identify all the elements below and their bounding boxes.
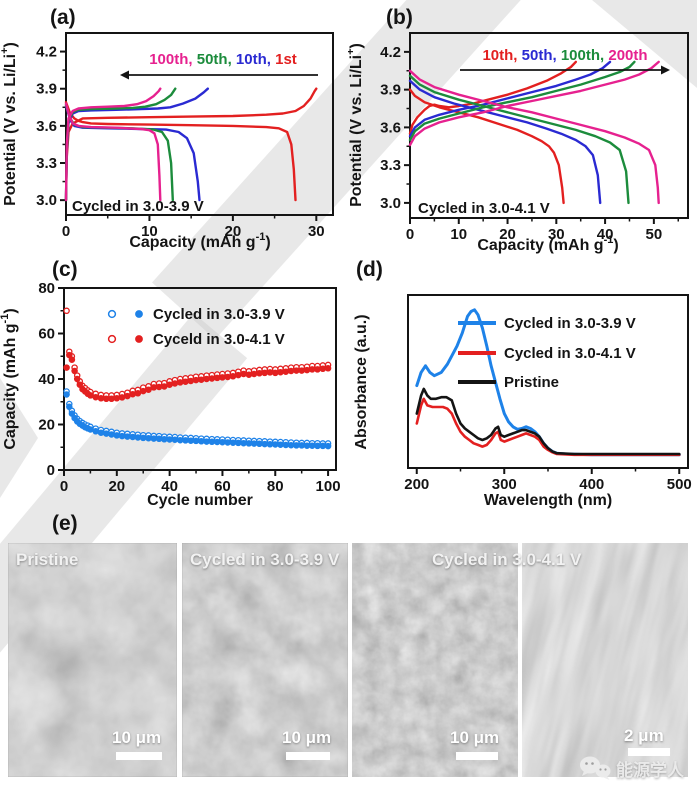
watermark-text: 能源学人 — [616, 760, 684, 780]
svg-text:10: 10 — [141, 223, 158, 240]
wechat-icon — [580, 756, 611, 780]
svg-text:3.9: 3.9 — [36, 81, 57, 98]
svg-text:Cycled in 3.0-3.9 V: Cycled in 3.0-3.9 V — [504, 315, 636, 332]
sem-label-4.1V: Cycled in 3.0-4.1 V — [432, 550, 582, 569]
svg-text:Pristine: Pristine — [504, 374, 559, 391]
svg-text:20: 20 — [225, 223, 242, 240]
svg-text:Potential (V vs. Li/Li+): Potential (V vs. Li/Li+) — [0, 42, 19, 206]
svg-text:Wavelength (nm): Wavelength (nm) — [484, 492, 612, 509]
svg-text:60: 60 — [214, 478, 231, 495]
scalebar — [628, 748, 670, 756]
wechat-watermark-badge: 能源学人 — [578, 755, 684, 781]
svg-text:3.6: 3.6 — [36, 118, 57, 135]
panel-label-e: (e) — [52, 512, 78, 535]
svg-text:3.9: 3.9 — [380, 82, 401, 99]
svg-text:Cycled in 3.0-3.9 V: Cycled in 3.0-3.9 V — [72, 198, 204, 215]
panel-label-b: (b) — [386, 6, 413, 29]
sem-textures — [8, 543, 688, 777]
svg-text:40: 40 — [161, 478, 178, 495]
svg-text:0: 0 — [60, 478, 68, 495]
svg-text:Cycled in 3.0-3.9 V: Cycled in 3.0-3.9 V — [153, 306, 285, 323]
svg-text:0: 0 — [406, 226, 414, 243]
svg-text:400: 400 — [579, 476, 604, 493]
sem-image-strip — [0, 543, 697, 777]
svg-text:Capacity (mAh g-1): Capacity (mAh g-1) — [0, 308, 19, 449]
svg-text:20: 20 — [499, 226, 516, 243]
svg-text:Capacity (mAh g-1): Capacity (mAh g-1) — [129, 231, 270, 251]
svg-text:200: 200 — [404, 476, 429, 493]
svg-text:Capacity (mAh g-1): Capacity (mAh g-1) — [477, 234, 618, 254]
scalebar — [286, 752, 330, 760]
svg-text:4.2: 4.2 — [36, 44, 57, 61]
scalebar-text: 10 μm — [112, 728, 162, 747]
svg-text:Cyceld in 3.0-4.1 V: Cyceld in 3.0-4.1 V — [153, 331, 285, 348]
svg-text:10th, 50th, 100th, 200th: 10th, 50th, 100th, 200th — [482, 47, 647, 64]
svg-text:3.3: 3.3 — [36, 155, 57, 172]
svg-text:3.3: 3.3 — [380, 157, 401, 174]
panel-label-c: (c) — [52, 258, 78, 281]
svg-text:Cycle number: Cycle number — [147, 492, 253, 509]
svg-text:4.2: 4.2 — [380, 44, 401, 61]
svg-text:3.0: 3.0 — [380, 195, 401, 212]
panel-label-a: (a) — [50, 6, 76, 29]
svg-text:0: 0 — [47, 462, 55, 479]
svg-text:500: 500 — [667, 476, 692, 493]
svg-text:Cycled in 3.0-4.1 V: Cycled in 3.0-4.1 V — [418, 200, 550, 217]
svg-text:300: 300 — [492, 476, 517, 493]
svg-text:80: 80 — [38, 280, 55, 297]
svg-text:3.0: 3.0 — [36, 192, 57, 209]
scalebar-text: 10 μm — [450, 728, 500, 747]
svg-text:100: 100 — [316, 478, 341, 495]
svg-text:Potential (V vs. Li/Li+): Potential (V vs. Li/Li+) — [348, 43, 365, 207]
sem-label-pristine: Pristine — [16, 550, 79, 569]
chart-potential-capacity-4.1V: 0 10 20 30 40 50 3.0 3.3 3.6 3.9 4.2 Cycled in 3.0-… — [348, 32, 689, 254]
svg-text:Absorbance (a.u.): Absorbance (a.u.) — [353, 314, 370, 449]
scalebar-text: 2 μm — [624, 726, 664, 745]
chart-cycling-stability: 0 20 40 60 80 100 0 20 40 60 80 Cycled in 3.0-3.9 V… — [0, 280, 341, 509]
svg-text:80: 80 — [267, 478, 284, 495]
scalebar-text: 10 μm — [282, 728, 332, 747]
svg-text:20: 20 — [108, 478, 125, 495]
svg-text:40: 40 — [597, 226, 614, 243]
svg-text:10: 10 — [450, 226, 467, 243]
chart-uv-vis-absorbance: 200 300 400 500 Cycled in 3.0-3.9 V Cycled in… — [353, 294, 692, 509]
scalebar — [456, 752, 498, 760]
panel-label-d: (d) — [356, 258, 383, 281]
scalebar — [116, 752, 162, 760]
svg-text:20: 20 — [38, 417, 55, 434]
sem-label-3.9V: Cycled in 3.0-3.9 V — [190, 550, 340, 569]
svg-text:60: 60 — [38, 326, 55, 343]
svg-text:30: 30 — [548, 226, 565, 243]
svg-text:40: 40 — [38, 371, 55, 388]
svg-text:30: 30 — [308, 223, 325, 240]
svg-text:Cycled in 3.0-4.1 V: Cycled in 3.0-4.1 V — [504, 345, 636, 362]
svg-text:0: 0 — [62, 223, 70, 240]
svg-text:100th, 50th, 10th, 1st: 100th, 50th, 10th, 1st — [149, 51, 297, 68]
chart-potential-capacity-3.9V: 0 10 20 30 3.0 3.3 3.6 3.9 4.2 Cycled in 3.0-3.9 … — [0, 32, 334, 251]
svg-text:3.6: 3.6 — [380, 119, 401, 136]
svg-text:50: 50 — [646, 226, 663, 243]
